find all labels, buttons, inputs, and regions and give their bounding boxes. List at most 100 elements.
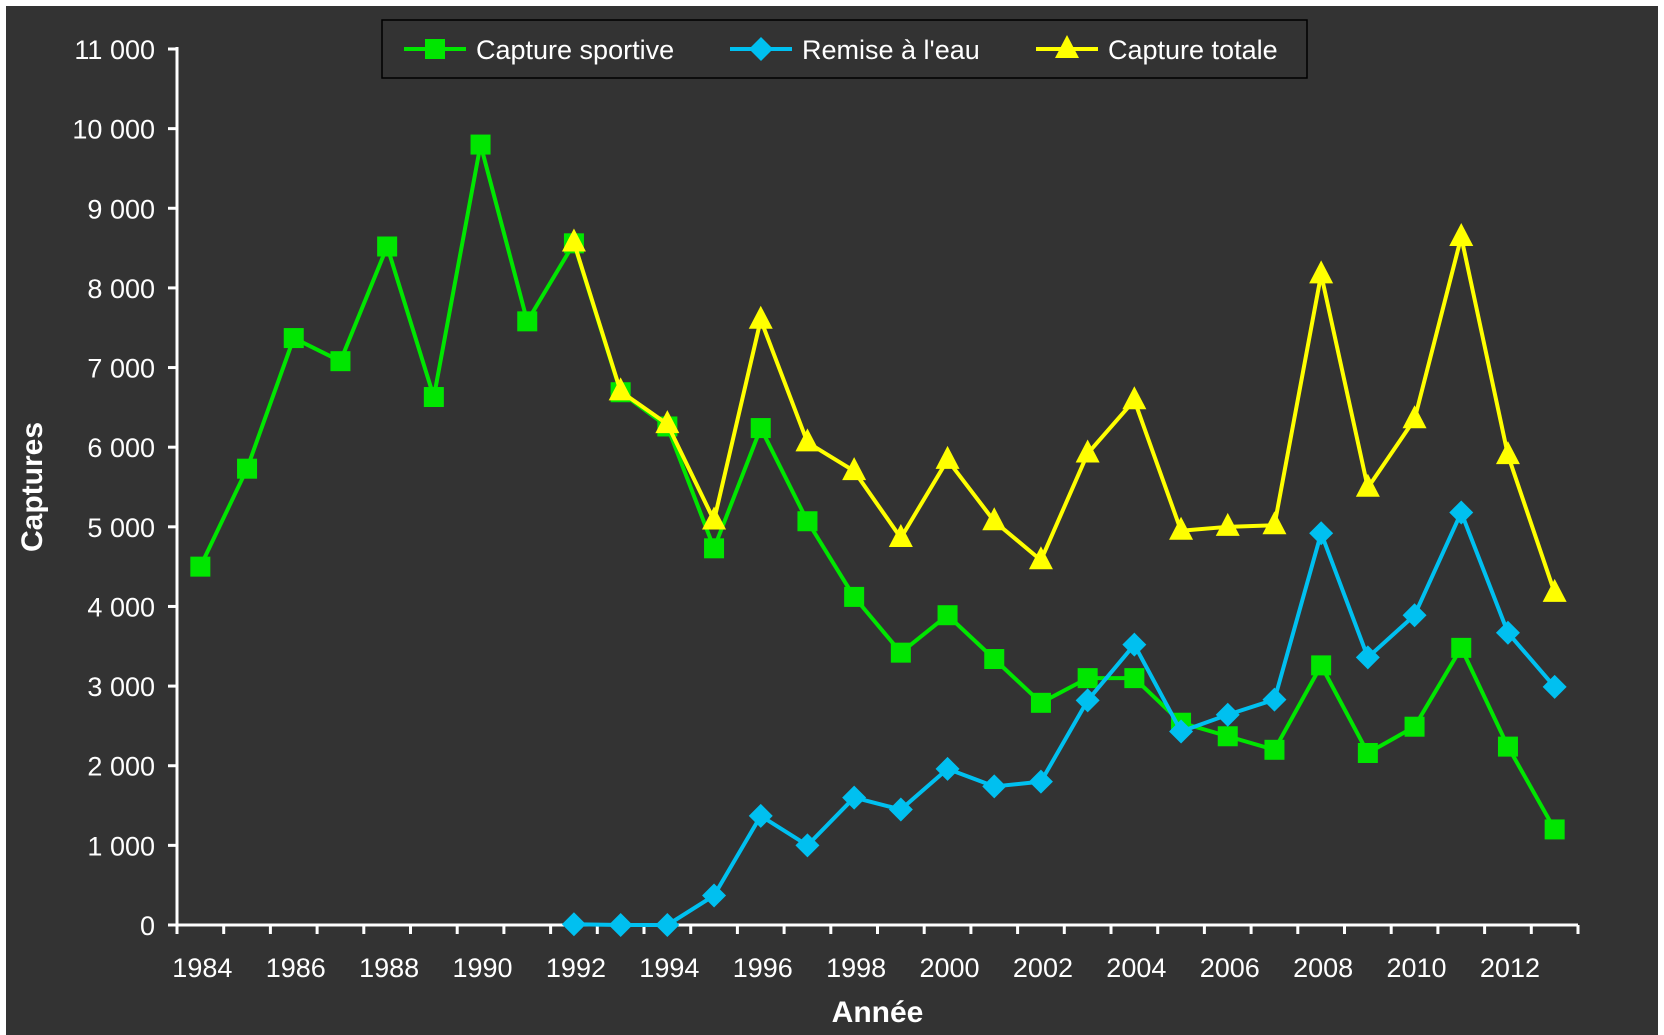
diamond-marker <box>982 774 1007 799</box>
square-marker <box>1077 668 1098 689</box>
legend-label: Capture sportive <box>476 35 674 65</box>
diamond-marker <box>1215 702 1240 727</box>
diamond-marker <box>1449 500 1474 525</box>
triangle-marker <box>702 506 727 530</box>
square-marker <box>797 511 818 532</box>
triangle-marker <box>795 428 820 452</box>
square-marker <box>1451 637 1472 658</box>
square-marker <box>704 538 725 559</box>
x-tick-label: 1994 <box>639 953 699 983</box>
y-tick-label: 0 <box>140 911 155 941</box>
x-tick-label: 2000 <box>920 953 980 983</box>
diamond-marker <box>795 833 820 858</box>
diamond-marker <box>748 803 773 828</box>
legend-box <box>381 19 1308 79</box>
x-tick-label: 1992 <box>546 953 606 983</box>
square-marker <box>330 351 351 372</box>
x-tick-label: 1996 <box>733 953 793 983</box>
legend-entry: Capture totale <box>1036 35 1278 65</box>
series-group <box>190 134 1567 937</box>
triangle-marker <box>1542 578 1567 602</box>
square-marker <box>283 328 304 349</box>
triangle-marker <box>1075 439 1100 463</box>
series-line <box>198 142 1557 831</box>
square-marker <box>750 418 771 439</box>
y-tick-label: 10 000 <box>72 115 155 145</box>
triangle-marker <box>655 410 680 434</box>
diamond-marker <box>655 913 680 937</box>
x-tick-label: 1984 <box>172 953 232 983</box>
square-marker <box>844 586 865 607</box>
y-tick-label: 1 000 <box>87 831 155 861</box>
y-tick-label: 8 000 <box>87 274 155 304</box>
square-marker <box>937 605 958 626</box>
triangle-marker <box>1215 512 1240 536</box>
square-marker <box>470 134 491 155</box>
y-tick-label: 3 000 <box>87 672 155 702</box>
triangle-marker <box>982 507 1007 531</box>
y-axis-title: Captures <box>16 422 49 552</box>
triangle-marker <box>1028 546 1053 570</box>
square-marker <box>1030 692 1051 713</box>
series-line <box>573 510 1557 927</box>
square-marker <box>190 556 211 577</box>
diamond-marker <box>1075 688 1100 713</box>
square-marker <box>1264 739 1285 760</box>
diamond-marker <box>608 913 633 937</box>
diamond-marker <box>749 37 773 61</box>
triangle-marker <box>1402 405 1427 429</box>
square-marker <box>1497 736 1518 757</box>
diamond-marker <box>1309 521 1334 546</box>
legend-entry: Capture sportive <box>404 35 674 65</box>
y-tick-label: 2 000 <box>87 752 155 782</box>
x-tick-label: 2008 <box>1293 953 1353 983</box>
triangle-marker <box>888 523 913 547</box>
x-tick-label: 2004 <box>1106 953 1166 983</box>
x-tick-label: 1998 <box>826 953 886 983</box>
legend: Capture sportive Remise à l'eau Capture to… <box>381 19 1308 79</box>
x-tick-label: 2006 <box>1200 953 1260 983</box>
x-tick-label: 1988 <box>359 953 419 983</box>
square-marker <box>1544 819 1565 840</box>
square-marker <box>1124 668 1145 689</box>
diamond-marker <box>1122 632 1147 657</box>
triangle-marker <box>561 228 586 252</box>
x-tick-label: 2002 <box>1013 953 1073 983</box>
diamond-marker <box>561 912 586 937</box>
diamond-marker <box>1028 769 1053 794</box>
x-axis-title: Année <box>832 996 924 1029</box>
triangle-marker <box>748 305 773 329</box>
y-tick-label: 11 000 <box>74 35 155 65</box>
triangle-marker <box>935 445 960 469</box>
x-tick-label: 2012 <box>1480 953 1540 983</box>
triangle-marker <box>608 377 633 401</box>
diamond-marker <box>1495 620 1520 645</box>
series-1 <box>561 500 1567 937</box>
triangle-marker <box>1122 386 1147 410</box>
square-marker <box>377 236 398 257</box>
chart-background <box>6 6 1658 1035</box>
triangle-marker <box>1055 35 1079 58</box>
triangle-marker <box>1169 516 1194 540</box>
legend-label: Remise à l'eau <box>802 35 980 65</box>
diamond-marker <box>888 797 913 822</box>
diamond-marker <box>935 756 960 781</box>
series-line <box>572 234 1557 594</box>
square-marker <box>890 642 911 663</box>
triangle-marker <box>842 457 867 481</box>
y-tick-label: 9 000 <box>87 194 155 224</box>
square-marker <box>984 649 1005 670</box>
y-tick-label: 5 000 <box>87 513 155 543</box>
x-tick-label: 1990 <box>453 953 513 983</box>
diamond-marker <box>1402 603 1427 628</box>
square-marker <box>1311 655 1332 676</box>
square-marker <box>1217 726 1238 747</box>
diamond-marker <box>1355 645 1380 670</box>
diamond-marker <box>1169 719 1194 744</box>
square-marker <box>1404 716 1425 737</box>
x-tick-label: 2010 <box>1387 953 1447 983</box>
legend-entry: Remise à l'eau <box>730 35 980 65</box>
triangle-marker <box>1262 511 1287 535</box>
